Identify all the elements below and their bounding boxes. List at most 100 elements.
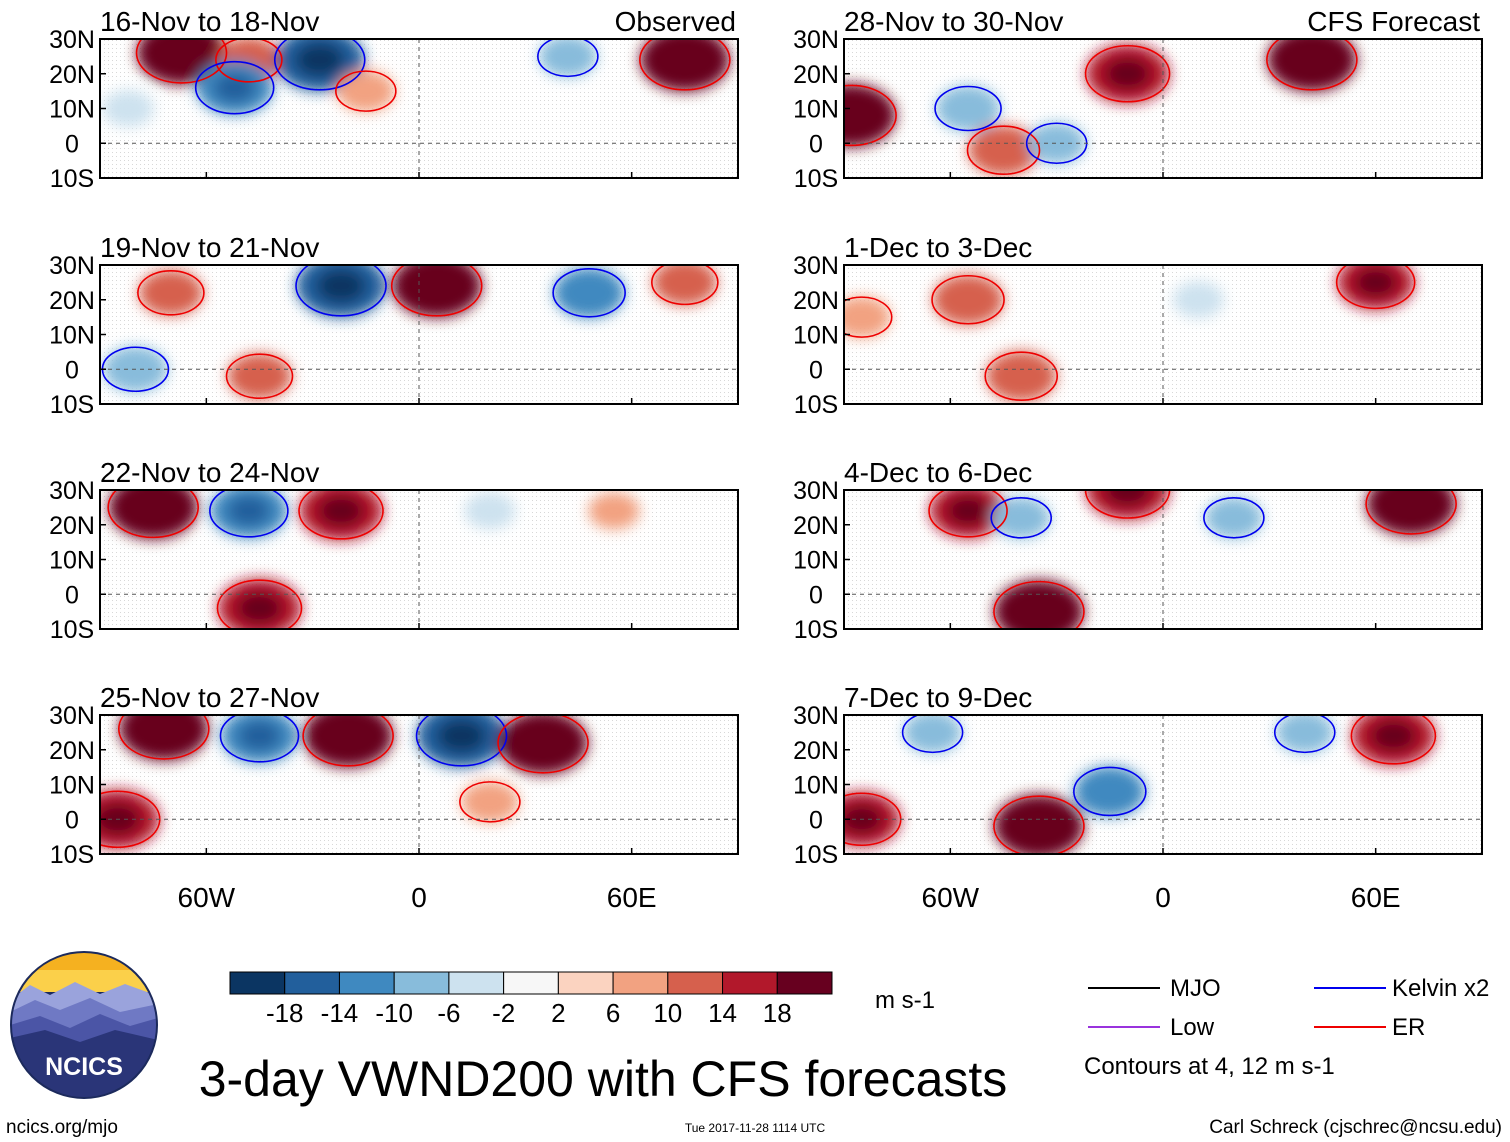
wave-contour	[1266, 39, 1358, 91]
anomaly-core	[238, 720, 281, 751]
wave-contour	[302, 715, 394, 767]
lon-tick-label: 60W	[178, 882, 236, 913]
anomaly-feature	[652, 265, 717, 306]
anomaly-feature	[903, 715, 962, 754]
anomaly-core	[227, 495, 271, 526]
anomaly-core	[139, 715, 189, 746]
wave-contour	[335, 70, 397, 112]
colorbar-swatch	[612, 971, 669, 995]
wave-contour	[934, 85, 1002, 132]
panel-period: 19-Nov to 21-Nov	[100, 232, 319, 263]
wave-contour	[415, 715, 508, 767]
map-panel: 30N 20N 10N 0 10S 28-Nov to 30-Nov CFS Forecas…	[793, 6, 1483, 193]
colorbar-label: -14	[321, 998, 359, 1028]
logo-text: NCICS	[45, 1053, 123, 1081]
wave-contour	[1203, 496, 1265, 539]
lon-tick-label: 0	[411, 882, 427, 913]
wave-contour	[1084, 44, 1171, 103]
colorbar-swatch	[448, 971, 505, 995]
anomaly-core	[316, 268, 366, 303]
anomaly-core	[1104, 57, 1151, 90]
lat-tick-label: 0	[65, 356, 79, 384]
wave-contour	[1365, 490, 1457, 535]
lat-tick-label: 0	[809, 806, 823, 834]
lat-tick-label: 10S	[50, 841, 94, 869]
anomaly-feature	[539, 39, 597, 78]
wave-contour	[137, 269, 205, 316]
lat-tick-label: 20N	[793, 737, 839, 765]
wave-contour	[928, 490, 1008, 538]
lat-tick-label: 30N	[793, 252, 839, 280]
wave-contour	[931, 274, 1005, 325]
anomaly-core	[1386, 490, 1436, 521]
panel-period: 28-Nov to 30-Nov	[844, 6, 1063, 37]
wave-contour	[1350, 715, 1437, 765]
anomaly-feature	[461, 781, 519, 823]
wave-contour	[497, 715, 589, 774]
legend-label-low: Low	[1170, 1014, 1215, 1041]
wave-contour	[966, 125, 1041, 175]
lat-tick-label: 30N	[793, 477, 839, 505]
colorbar-label: 10	[653, 998, 682, 1028]
anomaly-feature	[844, 296, 891, 338]
lat-tick-label: 10N	[793, 772, 839, 800]
anomaly-feature	[138, 269, 203, 316]
units-label: m s-1	[875, 987, 935, 1014]
lon-tick-label: 60W	[922, 882, 980, 913]
lat-tick-label: 20N	[49, 287, 95, 315]
wave-contour	[993, 795, 1085, 854]
lat-tick-label: 0	[809, 356, 823, 384]
colorbar-swatch	[338, 971, 395, 995]
lat-tick-label: 10S	[50, 391, 94, 419]
colorbar-label: -6	[437, 998, 460, 1028]
map-panel: 30N 20N 10N 0 10S 4-Dec to 6-Dec	[793, 457, 1483, 644]
wave-contour	[390, 265, 483, 317]
lat-tick-label: 10N	[793, 96, 839, 124]
map-panel: 30N 20N 10N 0 10S 25-Nov to 27-Nov	[49, 682, 739, 869]
lat-tick-label: 10S	[794, 165, 838, 193]
map-panel: 30N 20N 10N 0 10S 7-Dec to 9-Dec	[793, 682, 1483, 869]
wave-contour	[216, 579, 303, 629]
wave-contour	[194, 60, 275, 115]
lat-tick-label: 20N	[793, 61, 839, 89]
map-panel: 30N 20N 10N 0 10S 16-Nov to 18-Nov Observed	[49, 6, 739, 193]
anomaly-core	[1014, 594, 1064, 629]
legend-note: Contours at 4, 12 m s-1	[1084, 1053, 1335, 1080]
wave-contour	[844, 296, 893, 338]
colorbar-swatch	[776, 971, 833, 995]
wave-contour	[844, 84, 897, 147]
wave-contour	[1084, 490, 1171, 519]
colorbar-label: 18	[763, 998, 792, 1028]
anomaly-core	[1287, 42, 1337, 77]
lat-tick-label: 30N	[793, 702, 839, 730]
legend-label-er: ER	[1392, 1014, 1425, 1041]
lat-tick-label: 10S	[794, 616, 838, 644]
colorbar-swatch	[667, 971, 724, 995]
anomaly-feature	[227, 353, 292, 400]
anomaly-core	[1104, 490, 1151, 506]
panel-period: 22-Nov to 24-Nov	[100, 457, 319, 488]
footer-url: ncics.org/mjo	[6, 1117, 118, 1138]
colorbar-swatch	[557, 971, 614, 995]
legend-label-mjo: MJO	[1170, 975, 1221, 1002]
panel-period: 25-Nov to 27-Nov	[100, 682, 319, 713]
wave-contour	[901, 715, 964, 754]
wave-contour	[118, 715, 210, 760]
wave-contour	[651, 265, 719, 306]
wave-contour	[639, 39, 731, 91]
colorbar-label: -2	[492, 998, 515, 1028]
panel-period: 16-Nov to 18-Nov	[100, 6, 319, 37]
colorbar: -18 -14 -10 -6 -2 2 6 10 14 18	[229, 971, 833, 1028]
legend-label-kelvin: Kelvin x2	[1392, 975, 1489, 1002]
lat-tick-label: 20N	[793, 512, 839, 540]
lat-tick-label: 10N	[49, 322, 95, 350]
colorbar-swatch	[393, 971, 450, 995]
lat-tick-label: 0	[809, 130, 823, 158]
column-label: CFS Forecast	[1307, 6, 1480, 37]
colorbar-swatch	[503, 971, 559, 995]
colorbar-swatch	[722, 971, 778, 995]
anomaly-feature	[1275, 715, 1334, 754]
anomaly-feature	[1027, 122, 1086, 165]
lat-tick-label: 30N	[49, 477, 95, 505]
lat-tick-label: 10S	[50, 165, 94, 193]
